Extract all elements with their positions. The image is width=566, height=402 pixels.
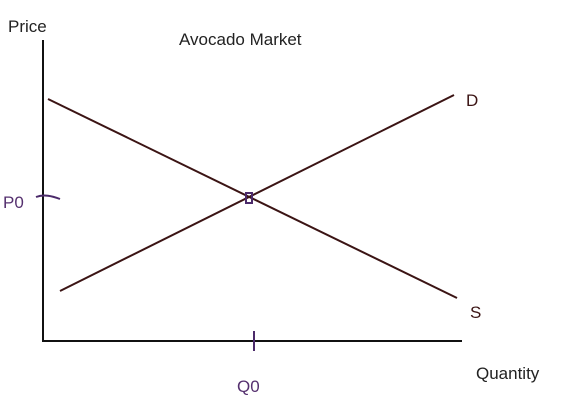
supply-curve-label: S xyxy=(470,303,481,322)
y-axis-label: Price xyxy=(8,17,47,36)
chart-title: Avocado Market xyxy=(179,30,302,49)
equilibrium-marker xyxy=(245,192,253,204)
equilibrium-price-label: P0 xyxy=(3,193,24,212)
demand-curve-label: D xyxy=(466,91,478,110)
x-axis-label: Quantity xyxy=(476,364,540,383)
upward-sloping-line xyxy=(59,94,455,292)
equilibrium-quantity-label: Q0 xyxy=(237,377,260,396)
price-tick-mark xyxy=(35,194,61,200)
